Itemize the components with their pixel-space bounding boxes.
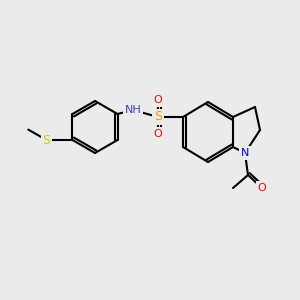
Text: O: O: [154, 95, 162, 105]
Text: N: N: [241, 148, 249, 158]
Text: O: O: [154, 129, 162, 139]
Text: NH: NH: [124, 105, 141, 115]
Text: S: S: [154, 110, 162, 124]
Text: O: O: [258, 183, 266, 193]
Text: S: S: [43, 134, 50, 146]
